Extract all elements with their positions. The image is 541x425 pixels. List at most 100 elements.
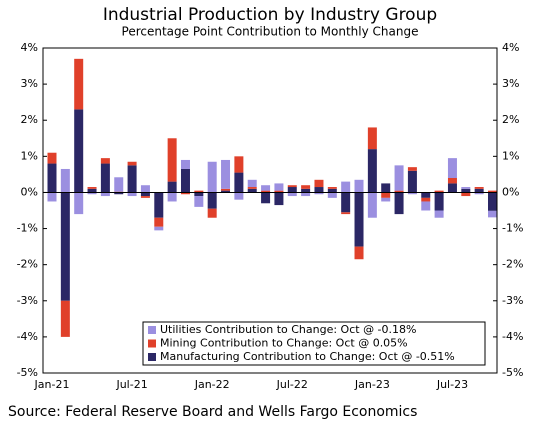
bar (167, 192, 177, 202)
bar (180, 168, 190, 193)
bar (154, 217, 164, 227)
y2-tick-label: 1% (502, 149, 519, 162)
bar (47, 163, 57, 193)
bar (180, 192, 190, 195)
bar (274, 183, 284, 191)
bar (287, 187, 297, 193)
x-tick-label: Jan-21 (34, 378, 70, 391)
bar (461, 192, 471, 197)
y2-tick-label: 3% (502, 77, 519, 90)
bar (261, 185, 271, 191)
y2-tick-label: -4% (502, 330, 523, 343)
y-tick-label: -2% (17, 258, 38, 271)
bar (394, 165, 404, 191)
bar (154, 192, 164, 218)
bar (100, 192, 110, 197)
bar (461, 188, 471, 193)
bar (381, 197, 391, 202)
bar (60, 192, 70, 301)
y-tick-label: -5% (17, 366, 38, 379)
bar (74, 109, 84, 193)
legend-label: Mining Contribution to Change: Oct @ 0.0… (160, 337, 408, 350)
bar (407, 192, 417, 195)
bar (154, 226, 164, 231)
bar (488, 210, 497, 218)
bar (140, 192, 150, 197)
bar (301, 185, 311, 189)
bar (194, 192, 204, 197)
bar (221, 159, 231, 189)
legend-label: Utilities Contribution to Change: Oct @ … (160, 323, 416, 336)
bar (447, 158, 457, 178)
bar (207, 192, 217, 209)
bar (421, 192, 431, 198)
bar (127, 192, 137, 197)
bar (367, 149, 377, 193)
bar (354, 192, 364, 247)
bar (381, 183, 391, 193)
bar (221, 190, 231, 193)
bar (301, 192, 311, 197)
bar (394, 190, 404, 193)
bar (100, 163, 110, 193)
bar (407, 170, 417, 193)
bar (87, 188, 97, 193)
y-tick-label: -3% (17, 294, 38, 307)
bar (274, 190, 284, 193)
x-tick-label: Jul-21 (115, 378, 147, 391)
bar (327, 188, 337, 193)
bar (234, 156, 244, 173)
bar (341, 192, 351, 213)
bar (327, 187, 337, 189)
bar (60, 168, 70, 193)
bar (114, 177, 124, 192)
y-tick-label: -4% (17, 330, 38, 343)
source: Source: Federal Reserve Board and Wells … (8, 404, 417, 420)
x-tick-label: Jul-23 (436, 378, 468, 391)
y-tick-label: 3% (21, 77, 38, 90)
x-tick-label: Jan-23 (354, 378, 390, 391)
plot-frame (42, 47, 498, 374)
bar (421, 201, 431, 211)
bar (127, 165, 137, 193)
legend-swatch (148, 339, 156, 348)
bar (194, 196, 204, 207)
bar (407, 167, 417, 171)
bar (221, 188, 231, 191)
bar (367, 127, 377, 150)
bar (474, 188, 484, 193)
bar (354, 246, 364, 260)
bar (327, 192, 337, 198)
bar (488, 190, 497, 193)
y2-tick-label: -2% (502, 258, 523, 271)
x-tick-label: Jul-22 (276, 378, 308, 391)
bar (287, 185, 297, 188)
bar (247, 187, 257, 189)
bar (127, 161, 137, 166)
y2-tick-label: -1% (502, 222, 523, 235)
bar (301, 188, 311, 193)
bar (167, 181, 177, 193)
bar (354, 179, 364, 193)
bar (47, 152, 57, 164)
bar (180, 159, 190, 169)
bar (314, 187, 324, 193)
y2-tick-label: 2% (502, 113, 519, 126)
y-tick-label: 0% (21, 185, 38, 198)
legend-swatch (148, 326, 156, 334)
bar (194, 190, 204, 193)
legend-swatch (148, 353, 156, 361)
bar (140, 196, 150, 198)
bar (207, 161, 217, 193)
bar (461, 187, 471, 189)
bar (447, 178, 457, 184)
bar (87, 187, 97, 189)
bar (261, 190, 271, 193)
bar (234, 172, 244, 193)
y-tick-label: -1% (17, 222, 38, 235)
bar (381, 192, 391, 198)
bar (207, 208, 217, 218)
bar (140, 185, 150, 193)
bar (447, 183, 457, 193)
